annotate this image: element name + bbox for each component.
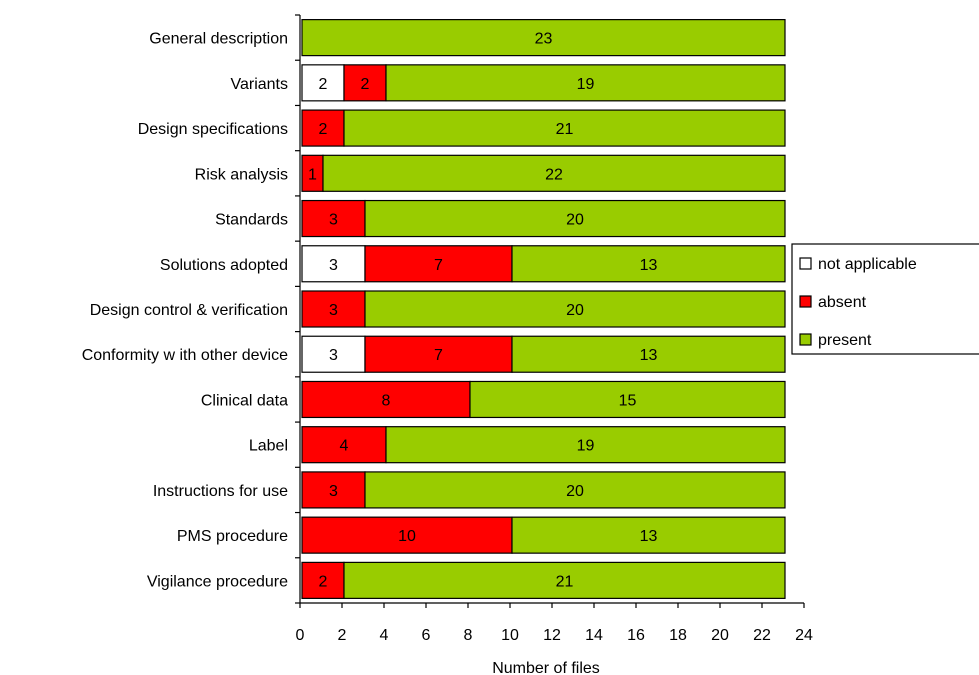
bar-present-clinical-data — [469, 380, 786, 419]
data-label-absent-conformity-w-ith-other-device: 7 — [434, 347, 443, 364]
bar-absent-design-specifications — [301, 109, 345, 147]
data-label-absent-variants: 2 — [361, 76, 370, 93]
bar-not-applicable-conformity-w-ith-other-device — [301, 335, 366, 373]
data-label-present-pms-procedure: 13 — [640, 528, 658, 545]
bar-absent-vigilance-procedure — [301, 561, 345, 599]
data-label-absent-pms-procedure: 10 — [398, 528, 416, 545]
x-tick-label-14: 14 — [585, 627, 603, 644]
legend-label-present: present — [818, 332, 872, 349]
x-tick-label-24: 24 — [795, 627, 813, 644]
data-label-not-applicable-solutions-adopted: 3 — [329, 257, 338, 274]
category-label-pms-procedure: PMS procedure — [177, 528, 288, 545]
category-label-clinical-data: Clinical data — [201, 392, 288, 409]
bar-present-design-specifications — [343, 109, 786, 147]
data-label-present-vigilance-procedure: 21 — [556, 573, 574, 590]
bar-present-instructions-for-use — [364, 471, 786, 509]
x-tick-label-6: 6 — [422, 627, 431, 644]
category-labels: General description Variants Design specif… — [82, 31, 288, 591]
category-label-vigilance-procedure: Vigilance procedure — [147, 573, 288, 590]
legend-swatch-absent — [799, 295, 812, 308]
category-label-conformity-w-ith-other-device: Conformity w ith other device — [82, 347, 288, 364]
x-axis: 0 2 4 6 8 10 12 14 16 18 20 22 24 — [295, 14, 813, 644]
category-label-instructions-for-use: Instructions for use — [153, 483, 288, 500]
category-label-standards: Standards — [215, 212, 288, 229]
data-label-present-design-specifications: 21 — [556, 121, 574, 138]
bar-present-solutions-adopted — [511, 245, 786, 283]
bar-absent-instructions-for-use — [301, 471, 366, 509]
data-label-absent-label: 4 — [340, 438, 349, 455]
data-label-present-design-control-verification: 20 — [566, 302, 584, 319]
legend-label-not-applicable: not applicable — [818, 256, 917, 273]
x-tick-label-20: 20 — [711, 627, 729, 644]
x-tick-label-16: 16 — [627, 627, 645, 644]
data-label-absent-design-control-verification: 3 — [329, 302, 338, 319]
category-label-label: Label — [249, 438, 288, 455]
data-label-present-conformity-w-ith-other-device: 13 — [640, 347, 658, 364]
data-label-present-clinical-data: 15 — [619, 392, 637, 409]
bar-present-pms-procedure — [511, 516, 786, 554]
data-label-absent-risk-analysis: 1 — [308, 166, 317, 183]
x-tick-label-2: 2 — [338, 627, 347, 644]
bar-not-applicable-variants — [301, 64, 345, 102]
data-label-present-risk-analysis: 22 — [545, 166, 563, 183]
data-label-absent-instructions-for-use: 3 — [329, 483, 338, 500]
category-label-design-control-verification: Design control & verification — [90, 302, 288, 319]
bar-absent-standards — [301, 199, 366, 238]
bar-present-vigilance-procedure — [343, 561, 786, 599]
bar-absent-clinical-data — [301, 380, 471, 419]
data-label-not-applicable-conformity-w-ith-other-device: 3 — [329, 347, 338, 364]
x-tick-label-0: 0 — [296, 627, 305, 644]
bar-present-standards — [364, 199, 786, 238]
data-label-present-variants: 19 — [577, 76, 595, 93]
bar-present-general-description — [301, 19, 786, 57]
bar-absent-solutions-adopted — [364, 245, 513, 283]
x-tick-label-4: 4 — [380, 627, 389, 644]
category-label-design-specifications: Design specifications — [138, 121, 288, 138]
bar-present-variants — [385, 64, 786, 102]
data-label-absent-vigilance-procedure: 2 — [319, 573, 328, 590]
x-tick-label-12: 12 — [543, 627, 561, 644]
legend-box — [791, 243, 979, 355]
data-label-present-standards: 20 — [566, 212, 584, 229]
data-label-absent-clinical-data: 8 — [382, 392, 391, 409]
x-tick-label-22: 22 — [753, 627, 771, 644]
bar-absent-design-control-verification — [301, 290, 366, 328]
x-tick-label-10: 10 — [501, 627, 519, 644]
bar-absent-conformity-w-ith-other-device — [364, 335, 513, 373]
category-label-variants: Variants — [230, 76, 288, 93]
data-label-present-solutions-adopted: 13 — [640, 257, 658, 274]
bar-present-risk-analysis — [322, 154, 786, 192]
data-label-present-label: 19 — [577, 438, 595, 455]
data-label-absent-design-specifications: 2 — [319, 121, 328, 138]
data-label-not-applicable-variants: 2 — [319, 76, 328, 93]
x-axis-title: Number of files — [492, 660, 600, 675]
bar-not-applicable-solutions-adopted — [301, 245, 366, 283]
legend: not applicable absent present — [791, 243, 979, 355]
legend-label-absent: absent — [818, 294, 867, 311]
legend-swatch-not-applicable — [799, 257, 812, 270]
data-label-present-general-description: 23 — [535, 31, 553, 48]
bar-present-design-control-verification — [364, 290, 786, 328]
x-tick-label-8: 8 — [464, 627, 473, 644]
data-label-absent-solutions-adopted: 7 — [434, 257, 443, 274]
bar-present-conformity-w-ith-other-device — [511, 335, 786, 373]
x-tick-label-18: 18 — [669, 627, 687, 644]
data-label-present-instructions-for-use: 20 — [566, 483, 584, 500]
legend-swatch-present — [799, 333, 812, 346]
category-label-solutions-adopted: Solutions adopted — [160, 257, 288, 274]
bar-absent-pms-procedure — [301, 516, 513, 554]
data-label-absent-standards: 3 — [329, 212, 338, 229]
bar-absent-variants — [343, 64, 387, 102]
bar-present-label — [385, 426, 786, 464]
category-label-risk-analysis: Risk analysis — [195, 166, 288, 183]
category-label-general-description: General description — [149, 31, 288, 48]
